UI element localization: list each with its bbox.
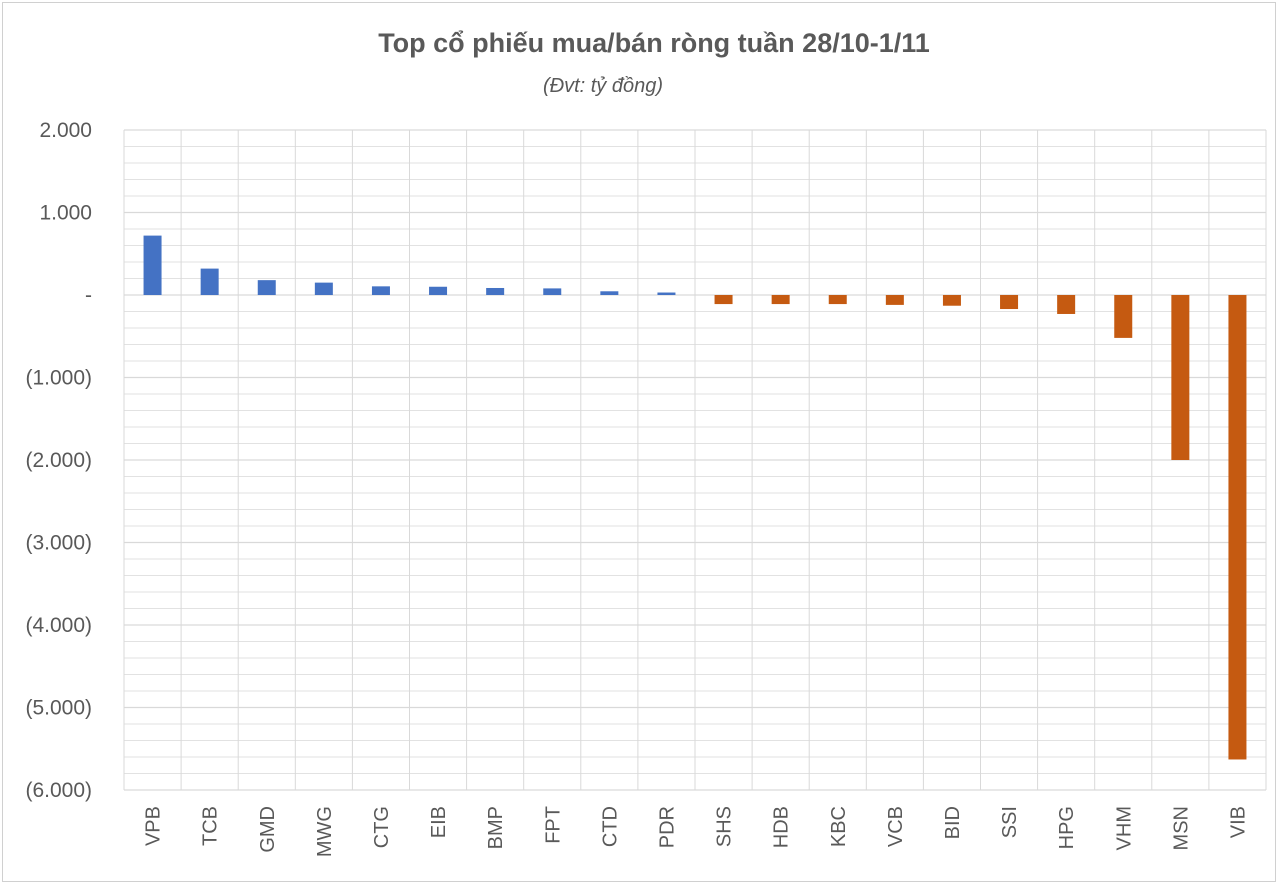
bar-vib bbox=[1228, 295, 1247, 760]
bar-bmp bbox=[486, 287, 505, 295]
x-tick-label: GMD bbox=[257, 806, 279, 853]
x-tick-label: FPT bbox=[542, 806, 564, 844]
x-tick-label: VIB bbox=[1227, 806, 1249, 838]
bar-ctd bbox=[600, 291, 619, 295]
x-tick-label: VCB bbox=[885, 806, 907, 847]
bar-vhm bbox=[1114, 295, 1133, 338]
y-tick-label: - bbox=[85, 284, 92, 307]
y-tick-label: (4.000) bbox=[25, 614, 92, 637]
bar-eib bbox=[429, 286, 448, 295]
y-tick-label: 2.000 bbox=[39, 119, 92, 142]
y-tick-label: 1.000 bbox=[39, 202, 92, 225]
x-tick-label: BID bbox=[942, 806, 964, 839]
y-tick-label: (6.000) bbox=[25, 779, 92, 802]
x-tick-label: CTD bbox=[599, 806, 621, 847]
bar-bid bbox=[942, 295, 961, 306]
x-tick-label: HPG bbox=[1056, 806, 1078, 849]
x-tick-label: MWG bbox=[314, 806, 336, 857]
bar-mwg bbox=[314, 282, 333, 295]
bar-shs bbox=[714, 295, 733, 305]
y-axis-ticks: 2.000 1.000 - (1.000) (2.000) (3.000) (4.000) (… bbox=[25, 119, 92, 802]
x-tick-label: VHM bbox=[1113, 806, 1135, 850]
bar-msn bbox=[1171, 295, 1190, 460]
bar-ssi bbox=[1000, 295, 1019, 310]
chart-title: Top cổ phiếu mua/bán ròng tuần 28/10-1/1… bbox=[378, 28, 930, 58]
x-tick-label: VPB bbox=[143, 806, 165, 846]
y-tick-label: (1.000) bbox=[25, 367, 92, 390]
x-tick-label: BMP bbox=[485, 806, 507, 849]
x-tick-label: TCB bbox=[200, 806, 222, 846]
chart-subtitle: (Đvt: tỷ đồng) bbox=[543, 75, 663, 97]
bar-ctg bbox=[371, 286, 390, 295]
x-tick-label: SHS bbox=[714, 806, 736, 847]
bar-gmd bbox=[257, 280, 276, 295]
y-tick-label: (5.000) bbox=[25, 697, 92, 720]
bar-vpb bbox=[143, 235, 162, 295]
bar-pdr bbox=[657, 292, 676, 295]
y-tick-label: (2.000) bbox=[25, 449, 92, 472]
bar-kbc bbox=[828, 295, 847, 305]
bar-vcb bbox=[885, 295, 904, 305]
x-tick-label: MSN bbox=[1170, 806, 1192, 850]
bar-hpg bbox=[1057, 295, 1076, 314]
x-tick-label: KBC bbox=[828, 806, 850, 847]
x-tick-label: CTG bbox=[371, 806, 393, 848]
x-tick-label: HDB bbox=[771, 806, 793, 848]
x-tick-label: EIB bbox=[428, 806, 450, 838]
gridlines bbox=[123, 129, 1267, 791]
bar-hdb bbox=[771, 295, 790, 305]
x-tick-label: PDR bbox=[656, 806, 678, 848]
bar-fpt bbox=[543, 288, 562, 295]
x-tick-label: SSI bbox=[999, 806, 1021, 838]
bar-tcb bbox=[200, 268, 219, 295]
bars bbox=[143, 235, 1247, 760]
y-tick-label: (3.000) bbox=[25, 532, 92, 555]
x-axis-labels: VPB TCB GMD MWG CTG EIB BMP FPT CTD PDR SHS HDB KBC V… bbox=[143, 806, 1250, 857]
